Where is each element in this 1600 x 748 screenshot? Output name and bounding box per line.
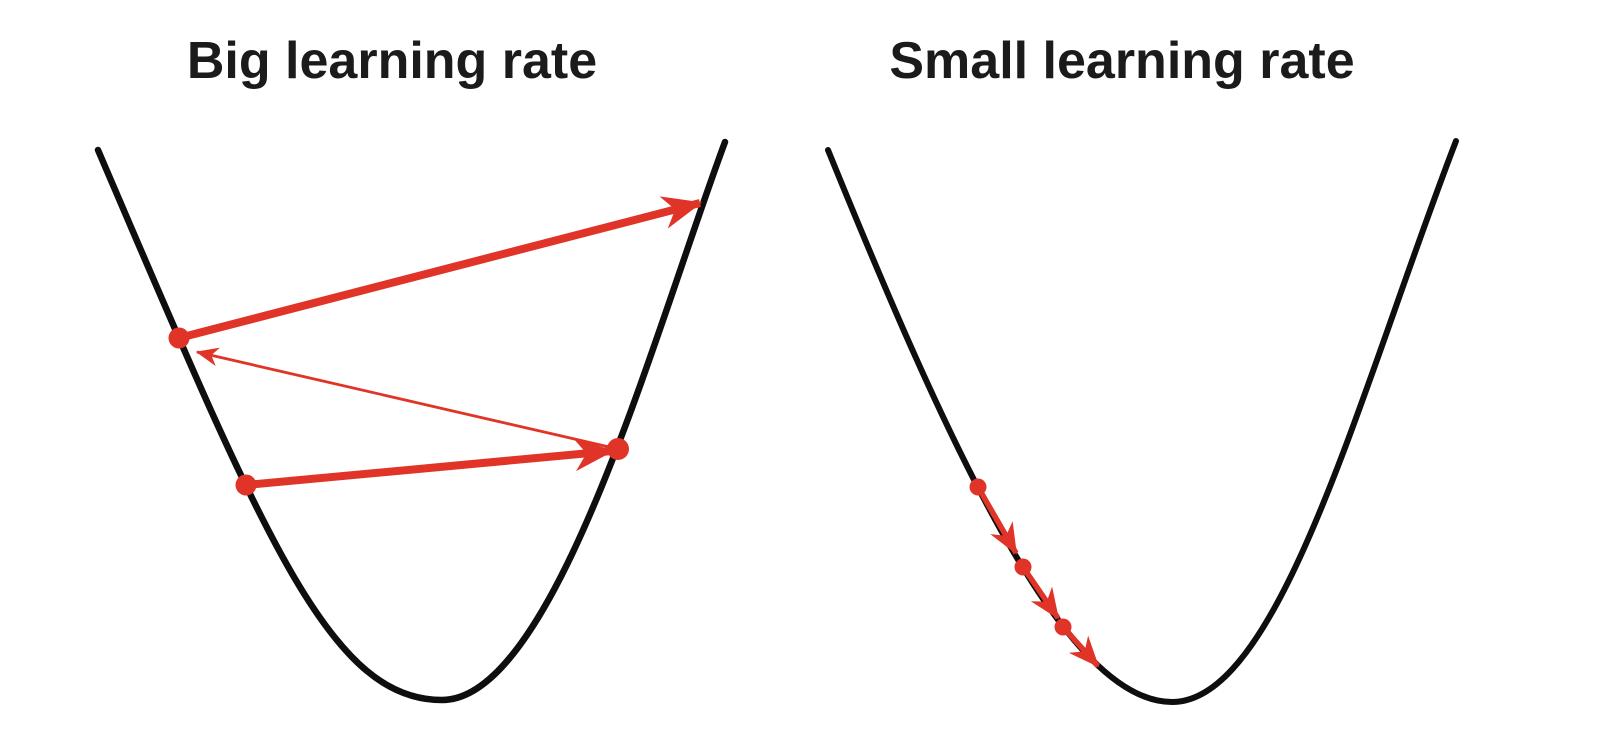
gradient-step-arrow (1020, 565, 1061, 620)
gradient-step-arrow (1060, 625, 1101, 668)
gradient-step-arrow (245, 437, 615, 489)
gradient-point (168, 327, 190, 349)
gradient-point (607, 438, 629, 460)
panel-title-small-learning-rate: Small learning rate (889, 32, 1355, 90)
gradient-step-arrow (177, 196, 703, 342)
gradient-step-arrow (195, 347, 619, 451)
gradient-point (969, 478, 987, 496)
panel-title-big-learning-rate: Big learning rate (186, 32, 598, 90)
loss-curve (94, 138, 729, 704)
gradient-point (235, 474, 257, 496)
gradient-step-arrow (975, 485, 1019, 555)
panel-big-learning-rate (94, 138, 729, 704)
gradient-point (1054, 618, 1072, 636)
panel-small-learning-rate (825, 138, 1459, 706)
loss-curve (825, 138, 1459, 706)
gradient-point (1014, 558, 1032, 576)
